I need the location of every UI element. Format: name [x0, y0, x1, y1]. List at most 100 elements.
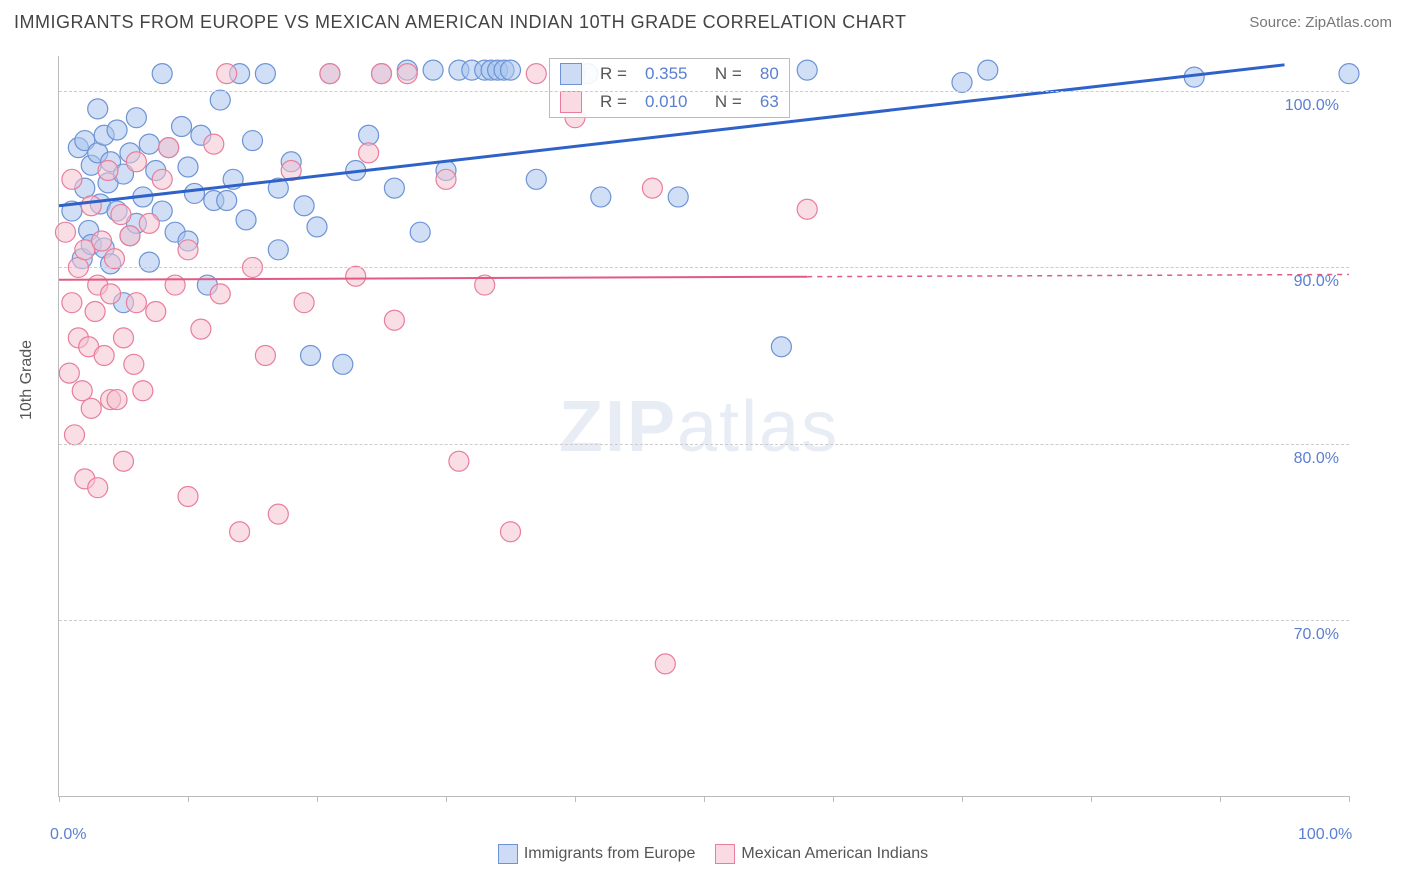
legend-n-value: 63	[752, 89, 787, 115]
y-axis-label: 10th Grade	[18, 340, 36, 420]
legend-row: R =0.010 N =63	[552, 89, 787, 115]
data-point	[359, 143, 379, 163]
data-point	[64, 425, 84, 445]
data-point	[178, 486, 198, 506]
data-point	[139, 252, 159, 272]
source-link[interactable]: ZipAtlas.com	[1305, 14, 1392, 31]
data-point	[294, 293, 314, 313]
data-point	[124, 354, 144, 374]
x-tick	[1220, 796, 1221, 802]
data-point	[230, 522, 250, 542]
source-attribution: Source: ZipAtlas.com	[1249, 14, 1392, 31]
data-point	[126, 108, 146, 128]
data-point	[501, 60, 521, 80]
data-point	[655, 654, 675, 674]
data-point	[243, 131, 263, 151]
data-point	[98, 161, 118, 181]
x-tick	[704, 796, 705, 802]
data-point	[81, 196, 101, 216]
legend-r-label: R =	[592, 61, 635, 87]
trend-line-extrapolated	[807, 274, 1349, 276]
x-tick	[1349, 796, 1350, 802]
data-point	[952, 72, 972, 92]
data-point	[436, 169, 456, 189]
x-tick	[317, 796, 318, 802]
legend-series-label: Immigrants from Europe	[524, 845, 696, 862]
data-point	[114, 328, 134, 348]
data-point	[526, 169, 546, 189]
data-point	[172, 116, 192, 136]
data-point	[114, 451, 134, 471]
data-point	[159, 138, 179, 158]
data-point	[217, 64, 237, 84]
data-point	[152, 169, 172, 189]
gridline	[59, 620, 1349, 621]
x-tick-label: 100.0%	[1298, 826, 1352, 844]
data-point	[101, 284, 121, 304]
data-point	[255, 346, 275, 366]
data-point	[111, 205, 131, 225]
data-point	[62, 169, 82, 189]
data-point	[210, 90, 230, 110]
data-point	[126, 152, 146, 172]
data-point	[359, 125, 379, 145]
data-point	[978, 60, 998, 80]
data-point	[1339, 64, 1359, 84]
data-point	[59, 363, 79, 383]
data-point	[301, 346, 321, 366]
x-tick	[446, 796, 447, 802]
data-point	[94, 346, 114, 366]
legend-row: R =0.355 N =80	[552, 61, 787, 87]
data-point	[333, 354, 353, 374]
chart-title: IMMIGRANTS FROM EUROPE VS MEXICAN AMERIC…	[14, 12, 906, 32]
gridline	[59, 91, 1349, 92]
data-point	[423, 60, 443, 80]
x-tick	[833, 796, 834, 802]
data-point	[55, 222, 75, 242]
legend-n-value: 80	[752, 61, 787, 87]
x-tick	[1091, 796, 1092, 802]
data-point	[384, 310, 404, 330]
data-point	[81, 398, 101, 418]
x-tick	[962, 796, 963, 802]
data-point	[236, 210, 256, 230]
data-point	[797, 199, 817, 219]
data-point	[255, 64, 275, 84]
data-point	[139, 213, 159, 233]
legend-series-label: Mexican American Indians	[741, 845, 928, 862]
data-point	[668, 187, 688, 207]
data-point	[294, 196, 314, 216]
data-point	[526, 64, 546, 84]
data-point	[88, 478, 108, 498]
data-point	[397, 64, 417, 84]
data-point	[449, 451, 469, 471]
data-point	[797, 60, 817, 80]
x-tick	[575, 796, 576, 802]
data-point	[372, 64, 392, 84]
legend-swatch	[560, 91, 582, 113]
data-point	[384, 178, 404, 198]
gridline	[59, 267, 1349, 268]
data-point	[320, 64, 340, 84]
data-point	[410, 222, 430, 242]
scatter-plot: ZIPatlas R =0.355 N =80R =0.010 N =63 70…	[58, 56, 1349, 797]
data-point	[191, 319, 211, 339]
y-tick-label: 80.0%	[1279, 450, 1339, 468]
legend-swatch	[715, 844, 735, 864]
x-tick-label: 0.0%	[50, 826, 86, 844]
data-point	[152, 64, 172, 84]
correlation-legend: R =0.355 N =80R =0.010 N =63	[549, 58, 790, 118]
data-point	[88, 99, 108, 119]
legend-r-label: R =	[592, 89, 635, 115]
data-point	[62, 293, 82, 313]
data-point	[107, 120, 127, 140]
y-tick-label: 100.0%	[1279, 97, 1339, 115]
legend-swatch	[560, 63, 582, 85]
data-point	[120, 226, 140, 246]
legend-swatch	[498, 844, 518, 864]
data-point	[184, 183, 204, 203]
data-point	[178, 157, 198, 177]
data-point	[104, 249, 124, 269]
data-point	[210, 284, 230, 304]
data-point	[268, 240, 288, 260]
